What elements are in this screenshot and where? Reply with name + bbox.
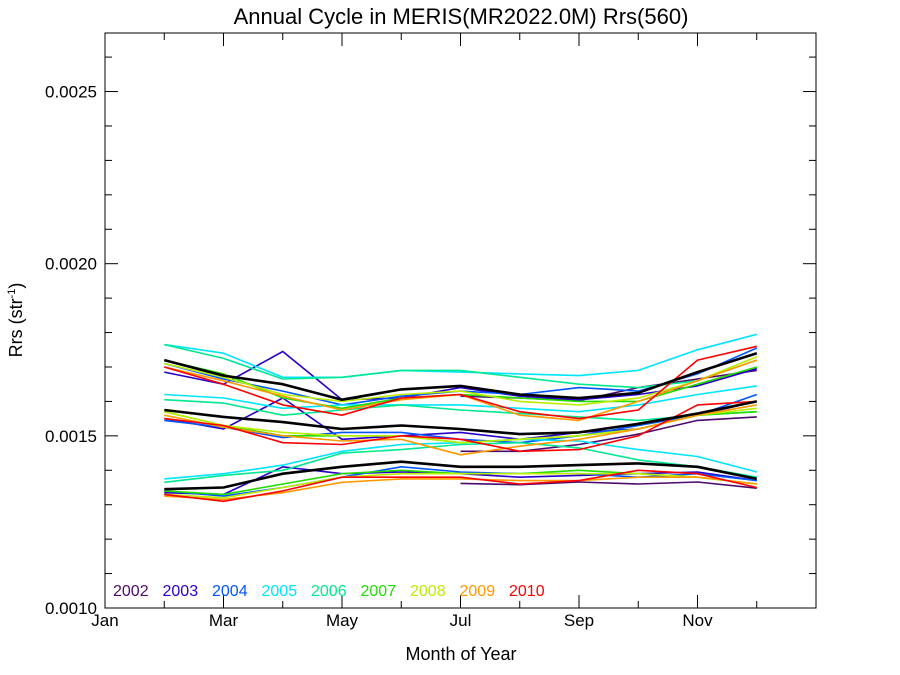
series-line-2006-low xyxy=(164,441,757,484)
x-tick-label: Nov xyxy=(682,611,713,630)
series-line-mid-mean xyxy=(164,400,758,436)
series-line-2008-low xyxy=(164,472,757,499)
legend-item-2002: 2002 xyxy=(113,583,149,600)
x-tick-label: Jul xyxy=(450,611,472,630)
x-axis-label: Month of Year xyxy=(405,644,516,664)
legend-item-2007: 2007 xyxy=(361,583,397,600)
chart-title: Annual Cycle in MERIS(MR2022.0M) Rrs(560… xyxy=(234,4,689,29)
x-tick-label: Jan xyxy=(91,611,118,630)
series-line-high-mean xyxy=(163,351,758,402)
legend-item-2005: 2005 xyxy=(262,583,298,600)
series-line-2008-high xyxy=(164,355,758,406)
series-line-2009-mid xyxy=(164,404,757,456)
series-line-2010-low xyxy=(164,469,757,503)
series-line-2002-low xyxy=(460,481,757,489)
x-tick-label: May xyxy=(326,611,359,630)
series-line-2010-high xyxy=(164,345,757,420)
y-axis-label: Rrs (str-1) xyxy=(6,283,26,358)
series-line-2002-mid xyxy=(460,416,757,453)
series-line-low-mean xyxy=(164,460,758,491)
series-layer xyxy=(163,333,758,503)
axis-ticks: 0.0010 0.0015 0.0020 0.0025 Jan Mar May Jul Sep N… xyxy=(45,33,816,630)
y-axis-label-main: Rrs (str xyxy=(6,298,26,357)
legend-item-2004: 2004 xyxy=(212,583,248,600)
legend-item-2006: 2006 xyxy=(311,583,347,600)
legend-item-2008: 2008 xyxy=(410,583,446,600)
y-tick-label: 0.0020 xyxy=(45,255,97,274)
legend-item-2010: 2010 xyxy=(509,583,545,600)
series-line-2005-high xyxy=(164,333,758,379)
y-axis-label-tail: ) xyxy=(6,283,26,289)
series-line-2006-mid xyxy=(164,398,757,422)
y-axis-label-superscript: -1 xyxy=(6,289,18,299)
series-line-2010-mid xyxy=(164,400,757,453)
x-tick-label: Sep xyxy=(564,611,594,630)
legend: 2002 2003 2004 2005 2006 2007 2008 2009 2010 xyxy=(113,583,545,600)
series-line-2005-mid xyxy=(164,385,757,413)
plot-area xyxy=(104,32,817,609)
legend-item-2009: 2009 xyxy=(460,583,496,600)
y-tick-label: 0.0015 xyxy=(45,427,97,446)
y-tick-label: 0.0010 xyxy=(45,599,97,618)
legend-item-2003: 2003 xyxy=(163,583,199,600)
y-tick-label: 0.0025 xyxy=(45,83,97,102)
x-tick-label: Mar xyxy=(209,611,239,630)
